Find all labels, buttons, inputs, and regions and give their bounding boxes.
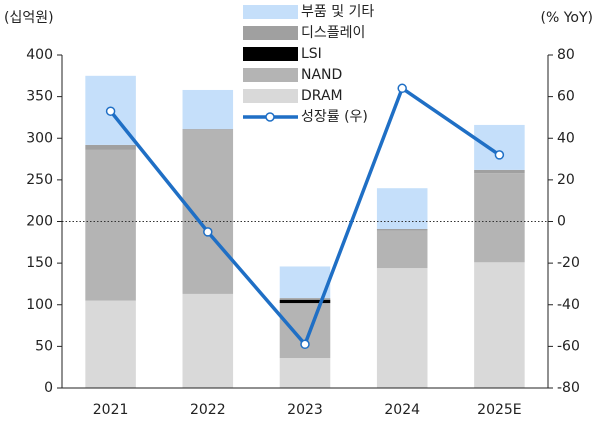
legend-label: 디스플레이 [301, 25, 365, 41]
y-tick-label: 100 [26, 297, 53, 313]
legend-swatch [243, 89, 298, 103]
growth-marker [494, 150, 505, 160]
legend-label: 성장률 (우) [301, 109, 368, 125]
bar-segment [376, 188, 428, 229]
legend-swatch [243, 5, 298, 19]
bar-segment [474, 124, 525, 170]
x-tick-label: 2025E [477, 402, 521, 418]
bar-segment [376, 268, 428, 388]
y2-tick-label: 60 [557, 89, 575, 105]
bar-segment [279, 358, 331, 388]
bar-segment [85, 149, 136, 301]
growth-marker [397, 83, 407, 94]
y-tick-label: 0 [44, 380, 53, 396]
growth-marker [203, 227, 213, 237]
bar-segment [474, 173, 525, 263]
bar-segment [85, 144, 136, 150]
y2-tick-label: 20 [557, 172, 575, 188]
legend-swatch [243, 26, 298, 40]
bar-segment [474, 262, 525, 388]
bar-segment [279, 298, 331, 300]
y2-tick-label: 40 [557, 130, 575, 146]
legend-label: 부품 및 기타 [301, 4, 374, 20]
legend-marker [265, 112, 275, 122]
bar-segment [376, 230, 428, 269]
y2-tick-label: -20 [557, 255, 580, 271]
legend-swatch [243, 47, 298, 61]
legend-label: NAND [301, 67, 342, 83]
y-tick-label: 350 [26, 89, 53, 105]
y2-tick-label: -80 [557, 380, 580, 396]
growth-marker [105, 106, 116, 116]
y-tick-label: 300 [26, 130, 53, 146]
bar-segment [474, 169, 525, 174]
bar-segment [279, 266, 331, 299]
legend-label: LSI [301, 46, 322, 62]
y2-tick-label: -60 [557, 338, 580, 354]
bar-segment [182, 89, 234, 130]
y2-tick-label: 0 [557, 214, 566, 230]
bar-segment [85, 300, 136, 388]
bar-segment [376, 228, 428, 231]
bar-segment [182, 293, 234, 388]
y2-tick-label: 80 [557, 47, 575, 63]
bar-segment [279, 299, 331, 304]
legend-label: DRAM [301, 88, 343, 104]
y-tick-label: 50 [35, 338, 53, 354]
legend-swatch [243, 68, 298, 82]
y2-tick-label: -40 [557, 297, 580, 313]
x-tick-label: 2024 [384, 402, 420, 418]
bar-segment [279, 303, 331, 359]
x-tick-label: 2021 [93, 402, 129, 418]
y-tick-label: 250 [26, 172, 53, 188]
y-tick-label: 200 [26, 214, 53, 230]
y-axis-label: (십억원) [4, 10, 54, 26]
x-tick-label: 2022 [190, 402, 226, 418]
growth-marker [300, 339, 310, 350]
y2-axis-label: (% YoY) [541, 10, 594, 26]
y-tick-label: 400 [26, 47, 53, 63]
y-tick-label: 150 [26, 255, 53, 271]
x-tick-label: 2023 [287, 402, 323, 418]
bar-segment [182, 129, 234, 130]
